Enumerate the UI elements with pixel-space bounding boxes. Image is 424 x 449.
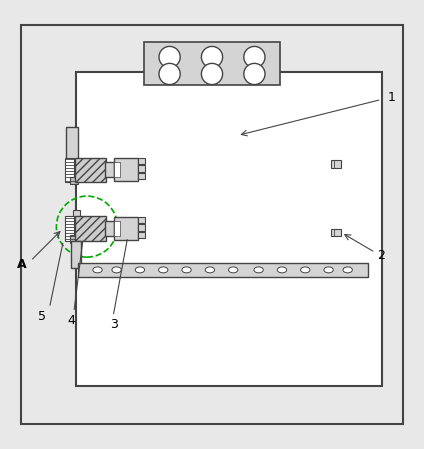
Ellipse shape: [182, 267, 191, 273]
Ellipse shape: [254, 267, 263, 273]
Ellipse shape: [93, 267, 102, 273]
Bar: [65, 216, 74, 241]
Bar: [114, 217, 138, 240]
Bar: [65, 158, 74, 182]
Bar: [138, 232, 145, 238]
Ellipse shape: [135, 267, 145, 273]
Ellipse shape: [112, 267, 121, 273]
Bar: [138, 217, 145, 223]
Bar: [66, 127, 78, 159]
Bar: [114, 162, 120, 176]
Bar: [73, 210, 80, 217]
Bar: [138, 165, 145, 172]
Bar: [105, 221, 114, 236]
Ellipse shape: [159, 267, 168, 273]
Circle shape: [159, 46, 180, 68]
Ellipse shape: [301, 267, 310, 273]
Ellipse shape: [343, 267, 352, 273]
Bar: [75, 216, 106, 241]
Bar: [70, 176, 78, 184]
Bar: [71, 242, 81, 268]
Ellipse shape: [324, 267, 333, 273]
Text: A: A: [17, 258, 27, 271]
Bar: [114, 221, 120, 236]
Bar: [138, 158, 145, 164]
Bar: [138, 172, 145, 179]
Bar: [76, 72, 382, 386]
Bar: [70, 235, 78, 243]
Ellipse shape: [229, 267, 238, 273]
Bar: [75, 158, 106, 182]
Bar: [144, 42, 280, 84]
Text: 2: 2: [377, 249, 385, 261]
Ellipse shape: [205, 267, 215, 273]
Ellipse shape: [277, 267, 287, 273]
Bar: [331, 229, 341, 236]
Text: 5: 5: [39, 310, 46, 323]
Circle shape: [159, 63, 180, 84]
Bar: [78, 263, 368, 277]
Bar: [331, 160, 341, 168]
Text: 1: 1: [388, 91, 396, 104]
Text: 4: 4: [67, 313, 75, 326]
Circle shape: [244, 46, 265, 68]
Bar: [105, 162, 114, 177]
Bar: [114, 158, 138, 181]
Bar: [138, 224, 145, 231]
Text: 3: 3: [110, 318, 117, 331]
Circle shape: [244, 63, 265, 84]
Circle shape: [201, 63, 223, 84]
Circle shape: [201, 46, 223, 68]
